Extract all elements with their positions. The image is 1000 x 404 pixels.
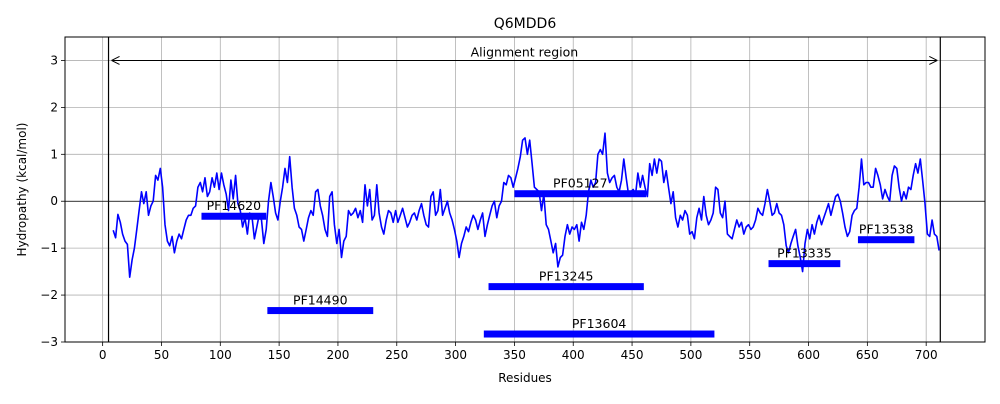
domain-pf13604: PF13604	[483, 316, 715, 338]
x-tick-label: 700	[915, 348, 938, 362]
x-axis-ticks: 0 50 100 150 200 250 300 350 400 450 500 550 600 650 7…	[99, 342, 938, 362]
x-axis-label: Residues	[498, 371, 552, 385]
domain-label: PF14620	[207, 198, 262, 213]
chart-title: Q6MDD6	[494, 16, 557, 32]
y-tick-label: 3	[50, 53, 58, 67]
domain-pf13538: PF13538	[857, 222, 915, 244]
domain-pf14620: PF14620	[201, 198, 267, 220]
domain-bar	[857, 236, 915, 244]
alignment-region: Alignment region	[107, 37, 941, 342]
domain-label: PF14490	[293, 293, 348, 308]
x-tick-label: 100	[209, 348, 232, 362]
plot-frame	[64, 36, 986, 343]
x-tick-label: 150	[268, 348, 291, 362]
domain-pf13245: PF13245	[488, 269, 644, 291]
y-tick-label: −3	[40, 335, 58, 349]
y-axis-ticks: −3 −2 −1 0 1 2 3	[40, 53, 65, 349]
x-tick-label: 350	[503, 348, 526, 362]
y-tick-label: −1	[40, 241, 58, 255]
domain-bar	[514, 190, 647, 198]
y-axis-label: Hydropathy (kcal/mol)	[15, 123, 29, 257]
domain-label: PF13604	[572, 316, 627, 331]
domain-pf05127: PF05127	[514, 176, 647, 198]
x-tick-label: 650	[856, 348, 879, 362]
domain-pf13335: PF13335	[768, 246, 841, 268]
region-arrow-left-head	[111, 56, 120, 65]
x-tick-label: 400	[562, 348, 585, 362]
domain-bar	[488, 283, 644, 291]
y-tick-label: 1	[50, 147, 58, 161]
domain-label: PF05127	[553, 176, 608, 191]
domain-bars: PF14620 PF05127 PF13245 PF14490 PF13604 PF133…	[201, 176, 915, 338]
x-tick-label: 200	[326, 348, 349, 362]
domain-pf14490: PF14490	[267, 293, 374, 315]
x-tick-label: 250	[385, 348, 408, 362]
domain-bar	[768, 260, 841, 268]
x-tick-label: 450	[621, 348, 644, 362]
domain-label: PF13538	[859, 222, 914, 237]
region-label: Alignment region	[471, 44, 579, 59]
domain-label: PF13245	[539, 269, 594, 284]
domain-bar	[267, 307, 374, 315]
x-tick-label: 500	[679, 348, 702, 362]
y-tick-label: 2	[50, 100, 58, 114]
x-tick-label: 300	[444, 348, 467, 362]
domain-label: PF13335	[777, 246, 832, 261]
x-tick-label: 50	[154, 348, 169, 362]
x-tick-label: 600	[797, 348, 820, 362]
domain-bar	[201, 212, 267, 220]
region-arrow-right-head	[929, 56, 938, 65]
x-tick-label: 550	[738, 348, 761, 362]
y-tick-label: 0	[50, 194, 58, 208]
y-tick-label: −2	[40, 288, 58, 302]
x-tick-label: 0	[99, 348, 107, 362]
domain-bar	[483, 330, 715, 338]
